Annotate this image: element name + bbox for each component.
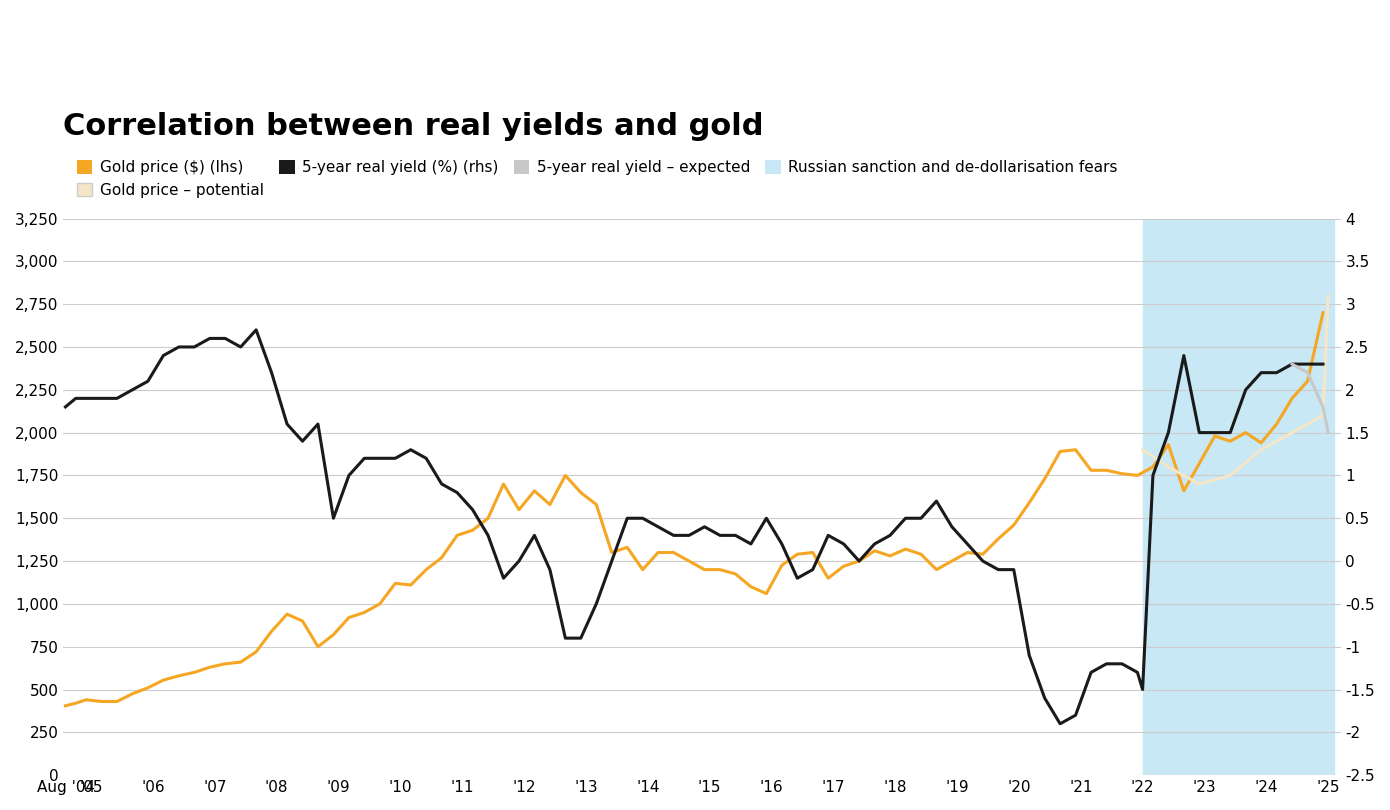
Text: Correlation between real yields and gold: Correlation between real yields and gold <box>64 113 764 141</box>
Legend: Gold price ($) (lhs), Gold price – potential, 5-year real yield (%) (rhs), 5-yea: Gold price ($) (lhs), Gold price – poten… <box>71 154 1125 204</box>
Bar <box>1143 219 1334 775</box>
